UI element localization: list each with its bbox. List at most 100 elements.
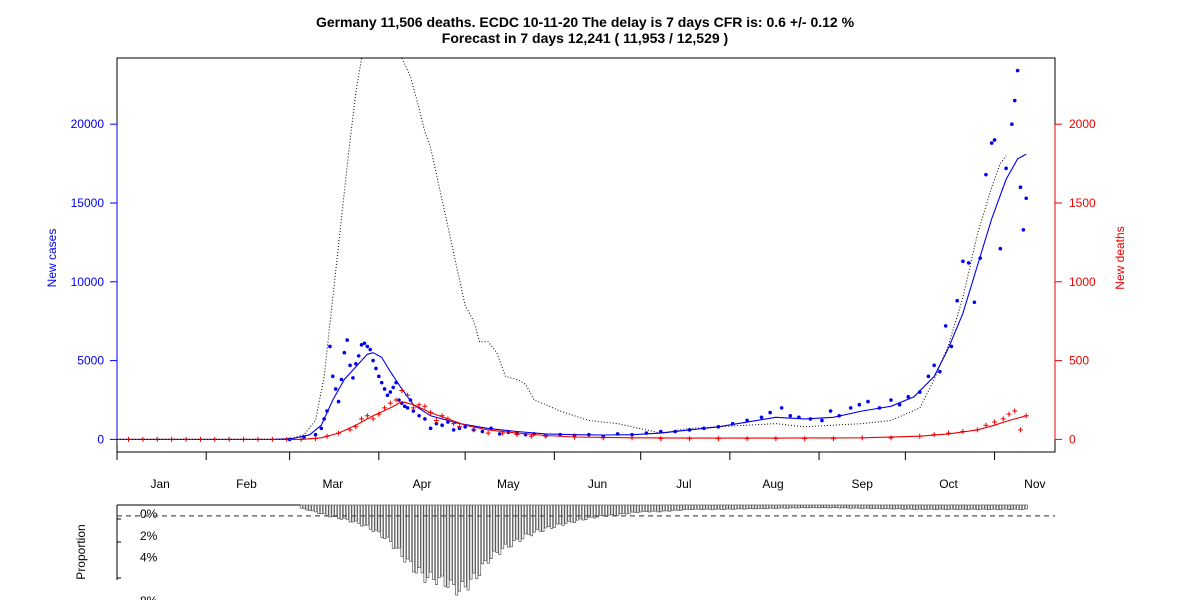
proportion-bar <box>688 504 692 510</box>
proportion-bar <box>673 504 677 511</box>
proportion-tick-label: 8% <box>140 594 158 600</box>
x-tick-label: Apr <box>413 477 432 491</box>
proportion-bar <box>596 504 600 518</box>
proportion-bar <box>1007 504 1011 510</box>
proportion-bar <box>363 504 366 526</box>
proportion-bar <box>377 504 381 533</box>
proportion-bar <box>898 504 902 510</box>
proportion-tick-label: 4% <box>140 551 158 565</box>
series-cases_points-point <box>382 387 387 391</box>
proportion-bar <box>1013 504 1017 510</box>
proportion-bar <box>722 504 726 510</box>
series-cases_points-point <box>313 432 318 437</box>
proportion-bar <box>348 504 352 523</box>
proportion-bar <box>737 504 741 510</box>
proportion-axis-label: Proportion <box>74 524 88 579</box>
proportion-bar <box>881 504 884 510</box>
proportion-bar <box>337 504 341 520</box>
proportion-bar <box>918 504 922 510</box>
proportion-bar <box>1024 504 1028 510</box>
proportion-bar <box>299 504 303 509</box>
proportion-bar <box>610 504 614 515</box>
y-right-tick-label: 1500 <box>1069 196 1096 210</box>
proportion-bar <box>478 504 482 577</box>
main-plot: 0 5000 10000 15000 20000 0 500 1000 1500 2000 Ja… <box>71 57 1096 491</box>
proportion-bar <box>717 504 720 510</box>
proportion-bar <box>693 504 697 510</box>
proportion-bar <box>768 504 772 509</box>
series-cases_points-point <box>955 298 959 303</box>
proportion-bar <box>633 504 637 513</box>
proportion-bar <box>498 504 502 555</box>
proportion-bar <box>374 504 378 531</box>
series-cases_points-point <box>319 426 324 431</box>
proportion-bar <box>314 504 318 513</box>
proportion-bar <box>368 504 372 530</box>
series-cases_points-point <box>423 417 427 421</box>
proportion-bar <box>863 504 867 509</box>
series-deaths_points-point <box>471 427 477 433</box>
series-cases_points-point <box>1012 98 1017 103</box>
proportion-bar <box>616 504 620 516</box>
proportion-bar <box>1021 504 1025 510</box>
proportion-bar <box>823 504 827 508</box>
proportion-bar <box>719 504 723 510</box>
proportion-bar <box>964 504 968 510</box>
series-deaths_points-point <box>451 421 457 427</box>
proportion-bar <box>492 504 496 552</box>
proportion-bar <box>975 504 979 511</box>
proportion-bar <box>950 504 953 510</box>
series-deaths_points-point <box>1006 411 1012 417</box>
proportion-bar <box>699 504 703 511</box>
proportion-bar <box>892 504 896 510</box>
proportion-bar <box>581 504 585 521</box>
proportion-bar <box>990 504 994 510</box>
proportion-bar <box>325 504 329 516</box>
proportion-bar <box>837 504 841 509</box>
series-cases_points-point <box>989 141 994 145</box>
proportion-bar <box>515 504 519 540</box>
proportion-bar <box>984 504 988 510</box>
proportion-bar <box>679 504 683 511</box>
series-cases_points-point <box>943 324 948 328</box>
y-right-tick-label: 2000 <box>1069 117 1096 131</box>
series-cases_points-point <box>1015 68 1020 73</box>
proportion-bar <box>806 504 810 509</box>
proportion-bar <box>780 504 784 509</box>
proportion-panel: 0% 2% 4% 8% <box>116 504 1055 600</box>
series-cases_points-point <box>889 398 893 402</box>
series-deaths_points-point <box>456 424 462 430</box>
series-deaths_points-point <box>382 405 388 411</box>
proportion-bar <box>403 504 407 563</box>
proportion-bar <box>826 504 830 509</box>
proportion-bar <box>696 504 700 510</box>
proportion-bar <box>883 504 887 510</box>
proportion-bar <box>535 504 539 530</box>
proportion-bar <box>636 504 640 514</box>
proportion-bar <box>952 504 956 510</box>
proportion-bar <box>783 504 787 509</box>
proportion-bar <box>915 504 919 510</box>
series-cases_points-point <box>820 418 824 423</box>
proportion-bar <box>935 504 939 510</box>
y-right-tick-label: 500 <box>1069 354 1089 368</box>
proportion-bar <box>786 504 789 509</box>
proportion-bar <box>921 504 925 510</box>
proportion-bar <box>475 504 479 580</box>
proportion-bar <box>512 504 516 541</box>
series-cases_points-point <box>906 395 911 399</box>
y-left-tick-label: 5000 <box>77 354 104 368</box>
series-cases_points-point <box>932 363 936 368</box>
series-cases_points-point <box>788 413 793 418</box>
proportion-bar <box>708 504 712 510</box>
proportion-bar <box>691 504 695 510</box>
proportion-bar <box>685 504 689 510</box>
proportion-bar <box>771 504 775 509</box>
series-cases_points-point <box>371 358 375 363</box>
y-axis-left-label: New cases <box>45 229 59 288</box>
proportion-bar <box>357 504 361 524</box>
proportion-bar <box>852 504 856 509</box>
series-cases_points-point <box>972 300 977 305</box>
proportion-bar <box>469 504 473 580</box>
proportion-bar <box>757 504 761 509</box>
